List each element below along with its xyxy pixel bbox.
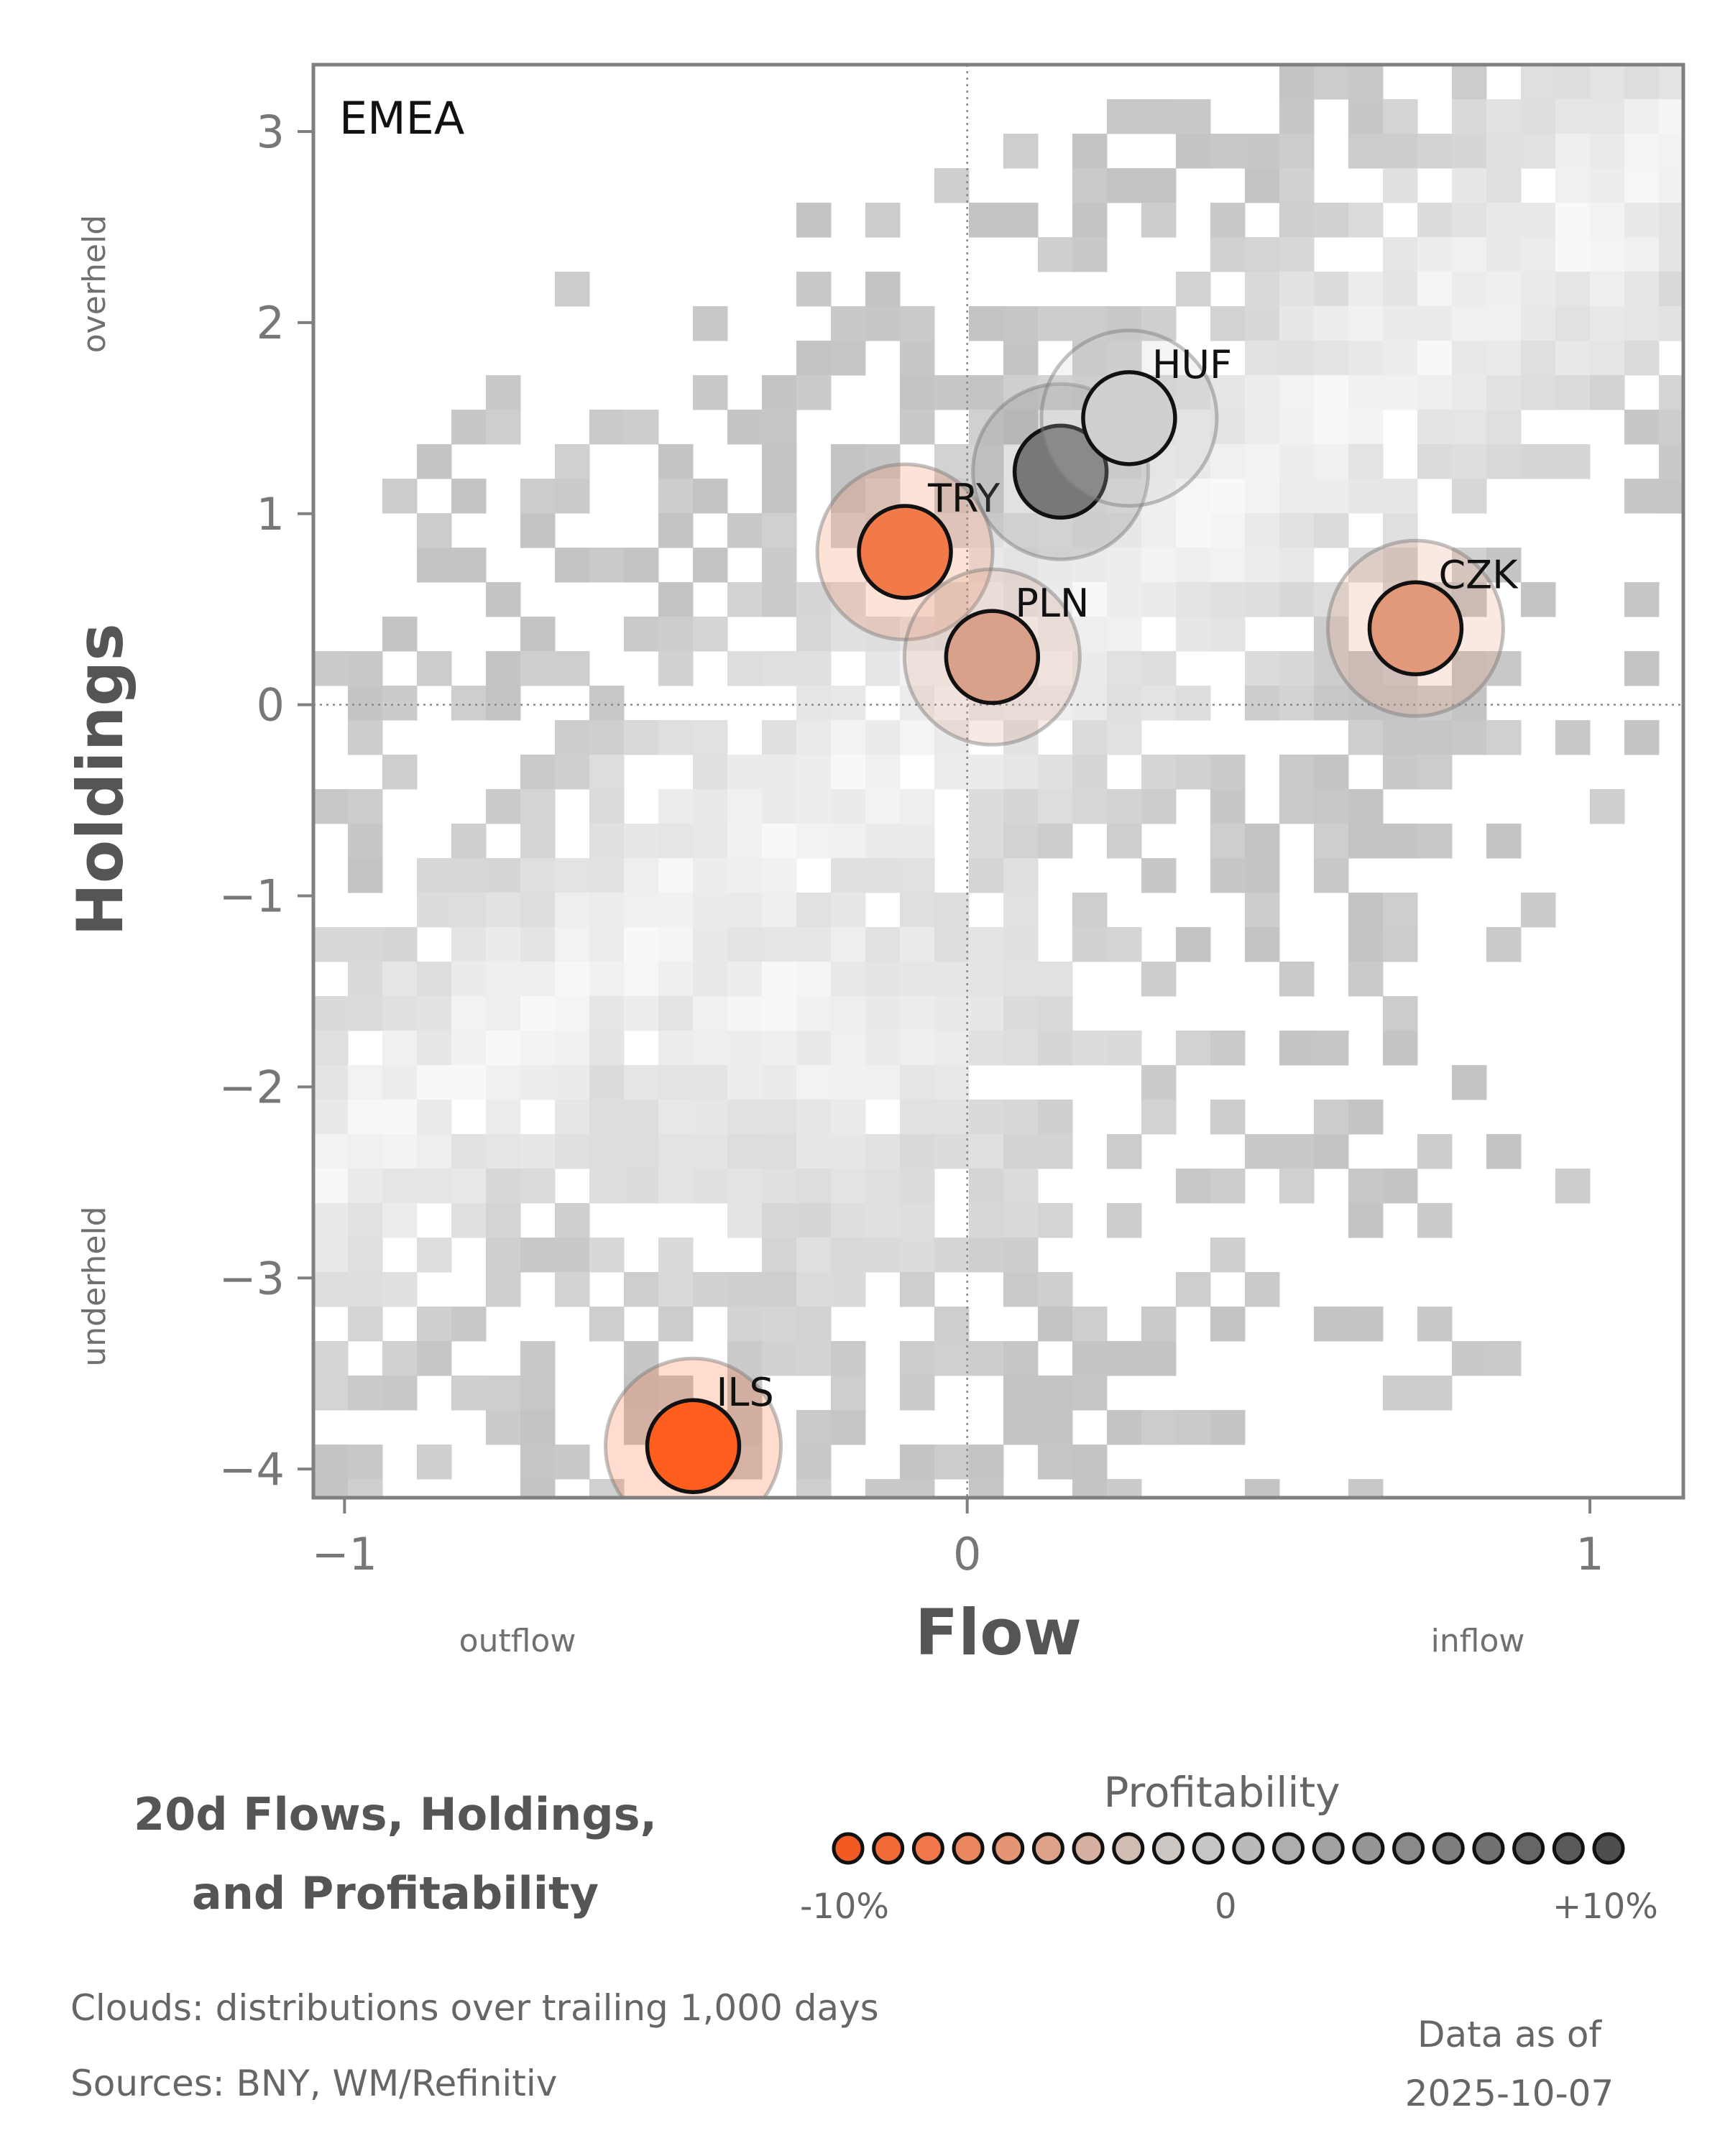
point-marker — [944, 609, 1041, 705]
x-note-inflow: inflow — [1431, 1623, 1525, 1659]
legend-swatch — [1312, 1832, 1345, 1865]
y-tick-label: 0 — [257, 679, 285, 732]
legend-swatch — [1472, 1832, 1505, 1865]
density-clouds — [313, 65, 1683, 1498]
data-as-of: Data as of 2025-10-07 — [1351, 2005, 1668, 2123]
chart-title-line-2: and Profitability — [191, 1867, 599, 1920]
y-note-overheld: overheld — [76, 215, 113, 353]
point-huf: HUF — [1039, 328, 1232, 508]
y-tick-label: −1 — [219, 870, 285, 923]
chart-title: 20d Flows, Holdings, and Profitability — [43, 1775, 748, 1933]
legend-swatch — [1031, 1832, 1064, 1865]
point-marker — [1012, 423, 1109, 520]
point-try: TRY — [815, 462, 1000, 642]
x-tick-label: −1 — [312, 1528, 377, 1580]
profitability-legend — [832, 1832, 1625, 1865]
point-label: HUF — [1152, 342, 1232, 387]
point-label: PLN — [1015, 581, 1089, 626]
legend-swatch — [832, 1832, 865, 1865]
point-marker — [645, 1398, 742, 1494]
legend-swatch — [1192, 1832, 1225, 1865]
legend-swatch — [872, 1832, 905, 1865]
data-points: ILSTRYPLNCZKZARHUF — [604, 328, 1519, 1498]
legend-tick-max: +10% — [1552, 1886, 1658, 1927]
legend-swatch — [1592, 1832, 1625, 1865]
legend-swatch — [1112, 1832, 1145, 1865]
x-tick-label: 0 — [953, 1528, 981, 1580]
legend-tick-zero: 0 — [1215, 1886, 1237, 1927]
x-note-outflow: outflow — [459, 1623, 576, 1659]
y-axis-title: Holdings — [63, 623, 137, 936]
y-tick-label: 3 — [257, 106, 285, 158]
note-clouds: Clouds: distributions over trailing 1,00… — [70, 1987, 879, 2029]
x-axis: −1 0 1 — [312, 1498, 1604, 1580]
legend-swatch — [1392, 1832, 1425, 1865]
y-note-underheld: underheld — [76, 1206, 113, 1366]
legend-swatch — [1232, 1832, 1265, 1865]
legend-swatch — [1151, 1832, 1184, 1865]
x-tick-label: 1 — [1576, 1528, 1604, 1580]
legend-swatch — [1272, 1832, 1305, 1865]
note-sources: Sources: BNY, WM/Refinitiv — [70, 2063, 558, 2104]
point-ils: ILS — [604, 1356, 783, 1498]
legend-swatch — [1512, 1832, 1545, 1865]
point-marker — [1367, 580, 1464, 677]
point-czk: CZK — [1325, 538, 1519, 718]
point-marker — [857, 504, 953, 600]
legend-swatch — [1432, 1832, 1465, 1865]
data-as-of-label: Data as of — [1417, 2014, 1602, 2055]
panel-label: EMEA — [339, 92, 464, 144]
legend-swatch — [911, 1832, 944, 1865]
chart-title-line-1: 20d Flows, Holdings, — [133, 1788, 658, 1841]
y-tick-label: −3 — [219, 1252, 285, 1304]
y-tick-label: 2 — [257, 297, 285, 349]
legend-swatch — [1552, 1832, 1585, 1865]
x-axis-title: Flow — [915, 1595, 1082, 1669]
legend-swatch — [1352, 1832, 1385, 1865]
legend-swatch — [1072, 1832, 1105, 1865]
point-label: TRY — [927, 476, 1000, 521]
y-tick-label: 1 — [257, 488, 285, 540]
plot-frame — [311, 63, 1685, 1500]
point-label: CZK — [1438, 552, 1519, 597]
legend-swatch — [952, 1832, 985, 1865]
legend-tick-min: -10% — [800, 1886, 890, 1927]
point-pln: PLN — [902, 567, 1089, 747]
legend-swatch — [992, 1832, 1025, 1865]
y-tick-label: −2 — [219, 1061, 285, 1113]
reference-lines — [313, 65, 1683, 1498]
point-label: ILS — [716, 1370, 773, 1415]
data-as-of-date: 2025-10-07 — [1404, 2073, 1614, 2114]
point-marker — [1081, 370, 1177, 466]
y-axis: 3 2 1 0 −1 −2 −3 −4 — [219, 106, 313, 1496]
legend-title: Profitability — [1103, 1768, 1340, 1817]
y-tick-label: −4 — [219, 1443, 285, 1496]
